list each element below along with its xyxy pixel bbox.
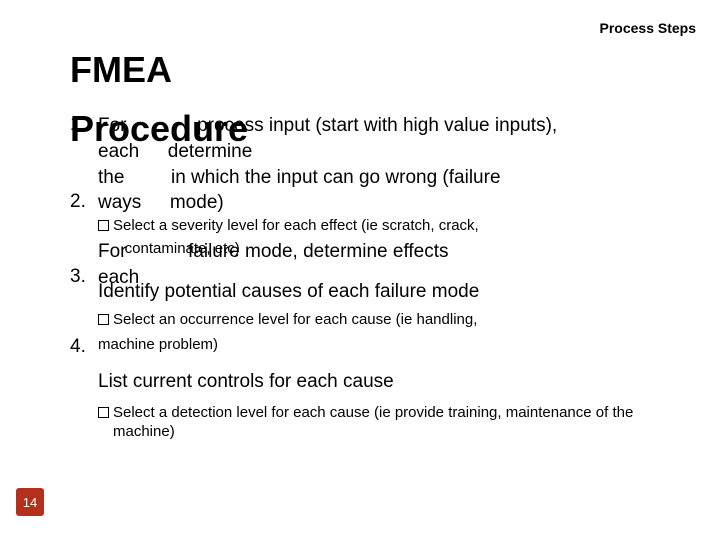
list-text: For process input (start with high value… xyxy=(98,114,557,138)
checkbox-icon xyxy=(98,314,109,325)
header-label: Process Steps xyxy=(600,20,697,36)
list-text: Identify potential causes of each failur… xyxy=(98,280,479,304)
list-text: each determine xyxy=(98,140,252,164)
list-number: 1. xyxy=(70,114,98,136)
sub-text: Select a detection level for each cause … xyxy=(113,404,670,442)
checkbox-icon xyxy=(98,220,109,231)
slide: Process Steps FMEA Procedure 1. For proc… xyxy=(0,0,720,540)
text-frag: For xyxy=(98,115,127,136)
list-text: machine problem) xyxy=(98,336,218,355)
list-text: the in which the input can go wrong (fai… xyxy=(98,166,501,190)
sub-item-1: Select a severity level for each effect … xyxy=(98,217,670,236)
text-frag: determine xyxy=(168,141,253,162)
list-item-1c: the in which the input can go wrong (fai… xyxy=(70,166,670,190)
text-frag: in which the input can go wrong (failure xyxy=(171,167,501,188)
list-text: ways mode) xyxy=(98,191,224,215)
text-frag: the xyxy=(98,167,124,188)
list-item-4: 4. machine problem) xyxy=(70,336,670,358)
text-frag: each xyxy=(98,141,139,162)
text-frag: mode) xyxy=(170,192,224,213)
sub-item-3: Select a detection level for each cause … xyxy=(98,404,670,442)
text-frag: process input (start with high value inp… xyxy=(197,115,557,136)
content-area: 1. For process input (start with high va… xyxy=(70,100,670,447)
list-number: 2. xyxy=(70,191,98,213)
list-item-1b: each determine xyxy=(70,140,670,164)
sub-text: Select an occurrence level for each caus… xyxy=(113,311,477,330)
text-frag: failure mode, determine effects xyxy=(188,240,449,264)
list-item-1: 1. For process input (start with high va… xyxy=(70,114,670,138)
page-number-badge: 14 xyxy=(16,488,44,516)
list-item-3b: Identify potential causes of each failur… xyxy=(70,280,670,304)
title-line-1: FMEA xyxy=(70,50,172,90)
list-text: List current controls for each cause xyxy=(98,370,394,394)
checkbox-icon xyxy=(98,407,109,418)
title-block: FMEA xyxy=(70,50,172,90)
sub-text: Select a severity level for each effect … xyxy=(113,217,479,236)
list-item-2: 2. ways mode) xyxy=(70,191,670,215)
list-number: 4. xyxy=(70,336,98,358)
list-item-5: List current controls for each cause xyxy=(70,370,670,394)
text-frag: ways xyxy=(98,192,141,213)
list-number: 3. xyxy=(70,266,98,288)
sub-item-2: Select an occurrence level for each caus… xyxy=(98,311,670,330)
